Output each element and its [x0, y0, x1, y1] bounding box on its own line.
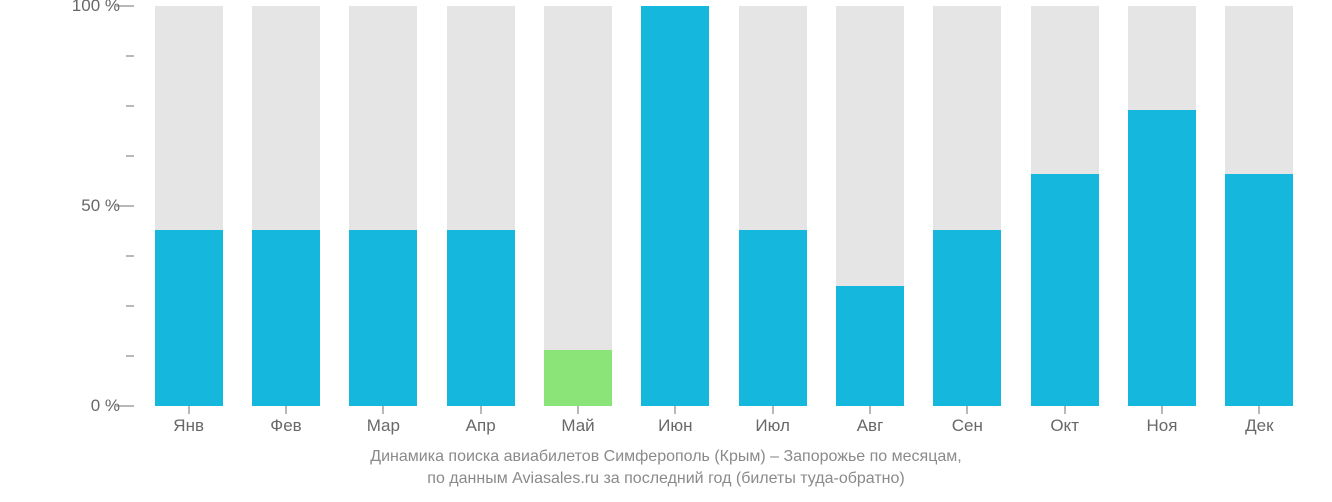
- bar-column: [1031, 6, 1099, 406]
- x-axis-label: Апр: [466, 406, 496, 436]
- x-axis-label: Мар: [367, 406, 400, 436]
- bar-value: [1128, 110, 1196, 406]
- bar-column: [544, 6, 612, 406]
- caption-line-2: по данным Aviasales.ru за последний год …: [427, 470, 904, 487]
- x-axis-label: Янв: [173, 406, 204, 436]
- bar-column: [447, 6, 515, 406]
- x-axis-label: Июл: [755, 406, 790, 436]
- y-minor-tick: [126, 105, 134, 107]
- y-minor-tick: [126, 255, 134, 257]
- bar-value: [349, 230, 417, 406]
- chart-container: Янв Фев Мар Апр Май Июн Июл Авг Сен Окт Ноя Дек 0 % 5…: [0, 0, 1332, 502]
- bar-column: [1128, 6, 1196, 406]
- bar-value: [155, 230, 223, 406]
- y-minor-tick: [126, 155, 134, 157]
- x-axis-label: Окт: [1050, 406, 1079, 436]
- bar-column: [349, 6, 417, 406]
- bar-column: [1225, 6, 1293, 406]
- x-axis-label: Дек: [1245, 406, 1273, 436]
- x-axis-label: Фев: [270, 406, 301, 436]
- bar-value: [252, 230, 320, 406]
- y-axis-label: 50 %: [81, 196, 140, 216]
- chart-caption: Динамика поиска авиабилетов Симферополь …: [0, 446, 1332, 489]
- x-axis-label: Сен: [952, 406, 983, 436]
- bar-value: [836, 286, 904, 406]
- bar-background: [544, 6, 612, 406]
- bar-value: [544, 350, 612, 406]
- plot-area: ЯнвФевМарАпрМайИюнИюлАвгСенОктНояДек0 %5…: [140, 6, 1308, 406]
- bar-column: [933, 6, 1001, 406]
- bar-value: [1225, 174, 1293, 406]
- x-axis-label: Июн: [658, 406, 692, 436]
- x-axis-label: Май: [561, 406, 594, 436]
- bar-column: [641, 6, 709, 406]
- bar-value: [1031, 174, 1099, 406]
- y-axis-label: 0 %: [91, 396, 140, 416]
- bar-value: [933, 230, 1001, 406]
- bar-column: [252, 6, 320, 406]
- y-minor-tick: [126, 305, 134, 307]
- y-minor-tick: [126, 355, 134, 357]
- x-axis-label: Авг: [857, 406, 884, 436]
- bar-value: [641, 6, 709, 406]
- bar-value: [447, 230, 515, 406]
- caption-line-1: Динамика поиска авиабилетов Симферополь …: [370, 448, 961, 465]
- bar-column: [739, 6, 807, 406]
- bar-column: [155, 6, 223, 406]
- y-minor-tick: [126, 55, 134, 57]
- bar-column: [836, 6, 904, 406]
- y-axis-label: 100 %: [72, 0, 140, 16]
- x-axis-label: Ноя: [1147, 406, 1178, 436]
- bar-value: [739, 230, 807, 406]
